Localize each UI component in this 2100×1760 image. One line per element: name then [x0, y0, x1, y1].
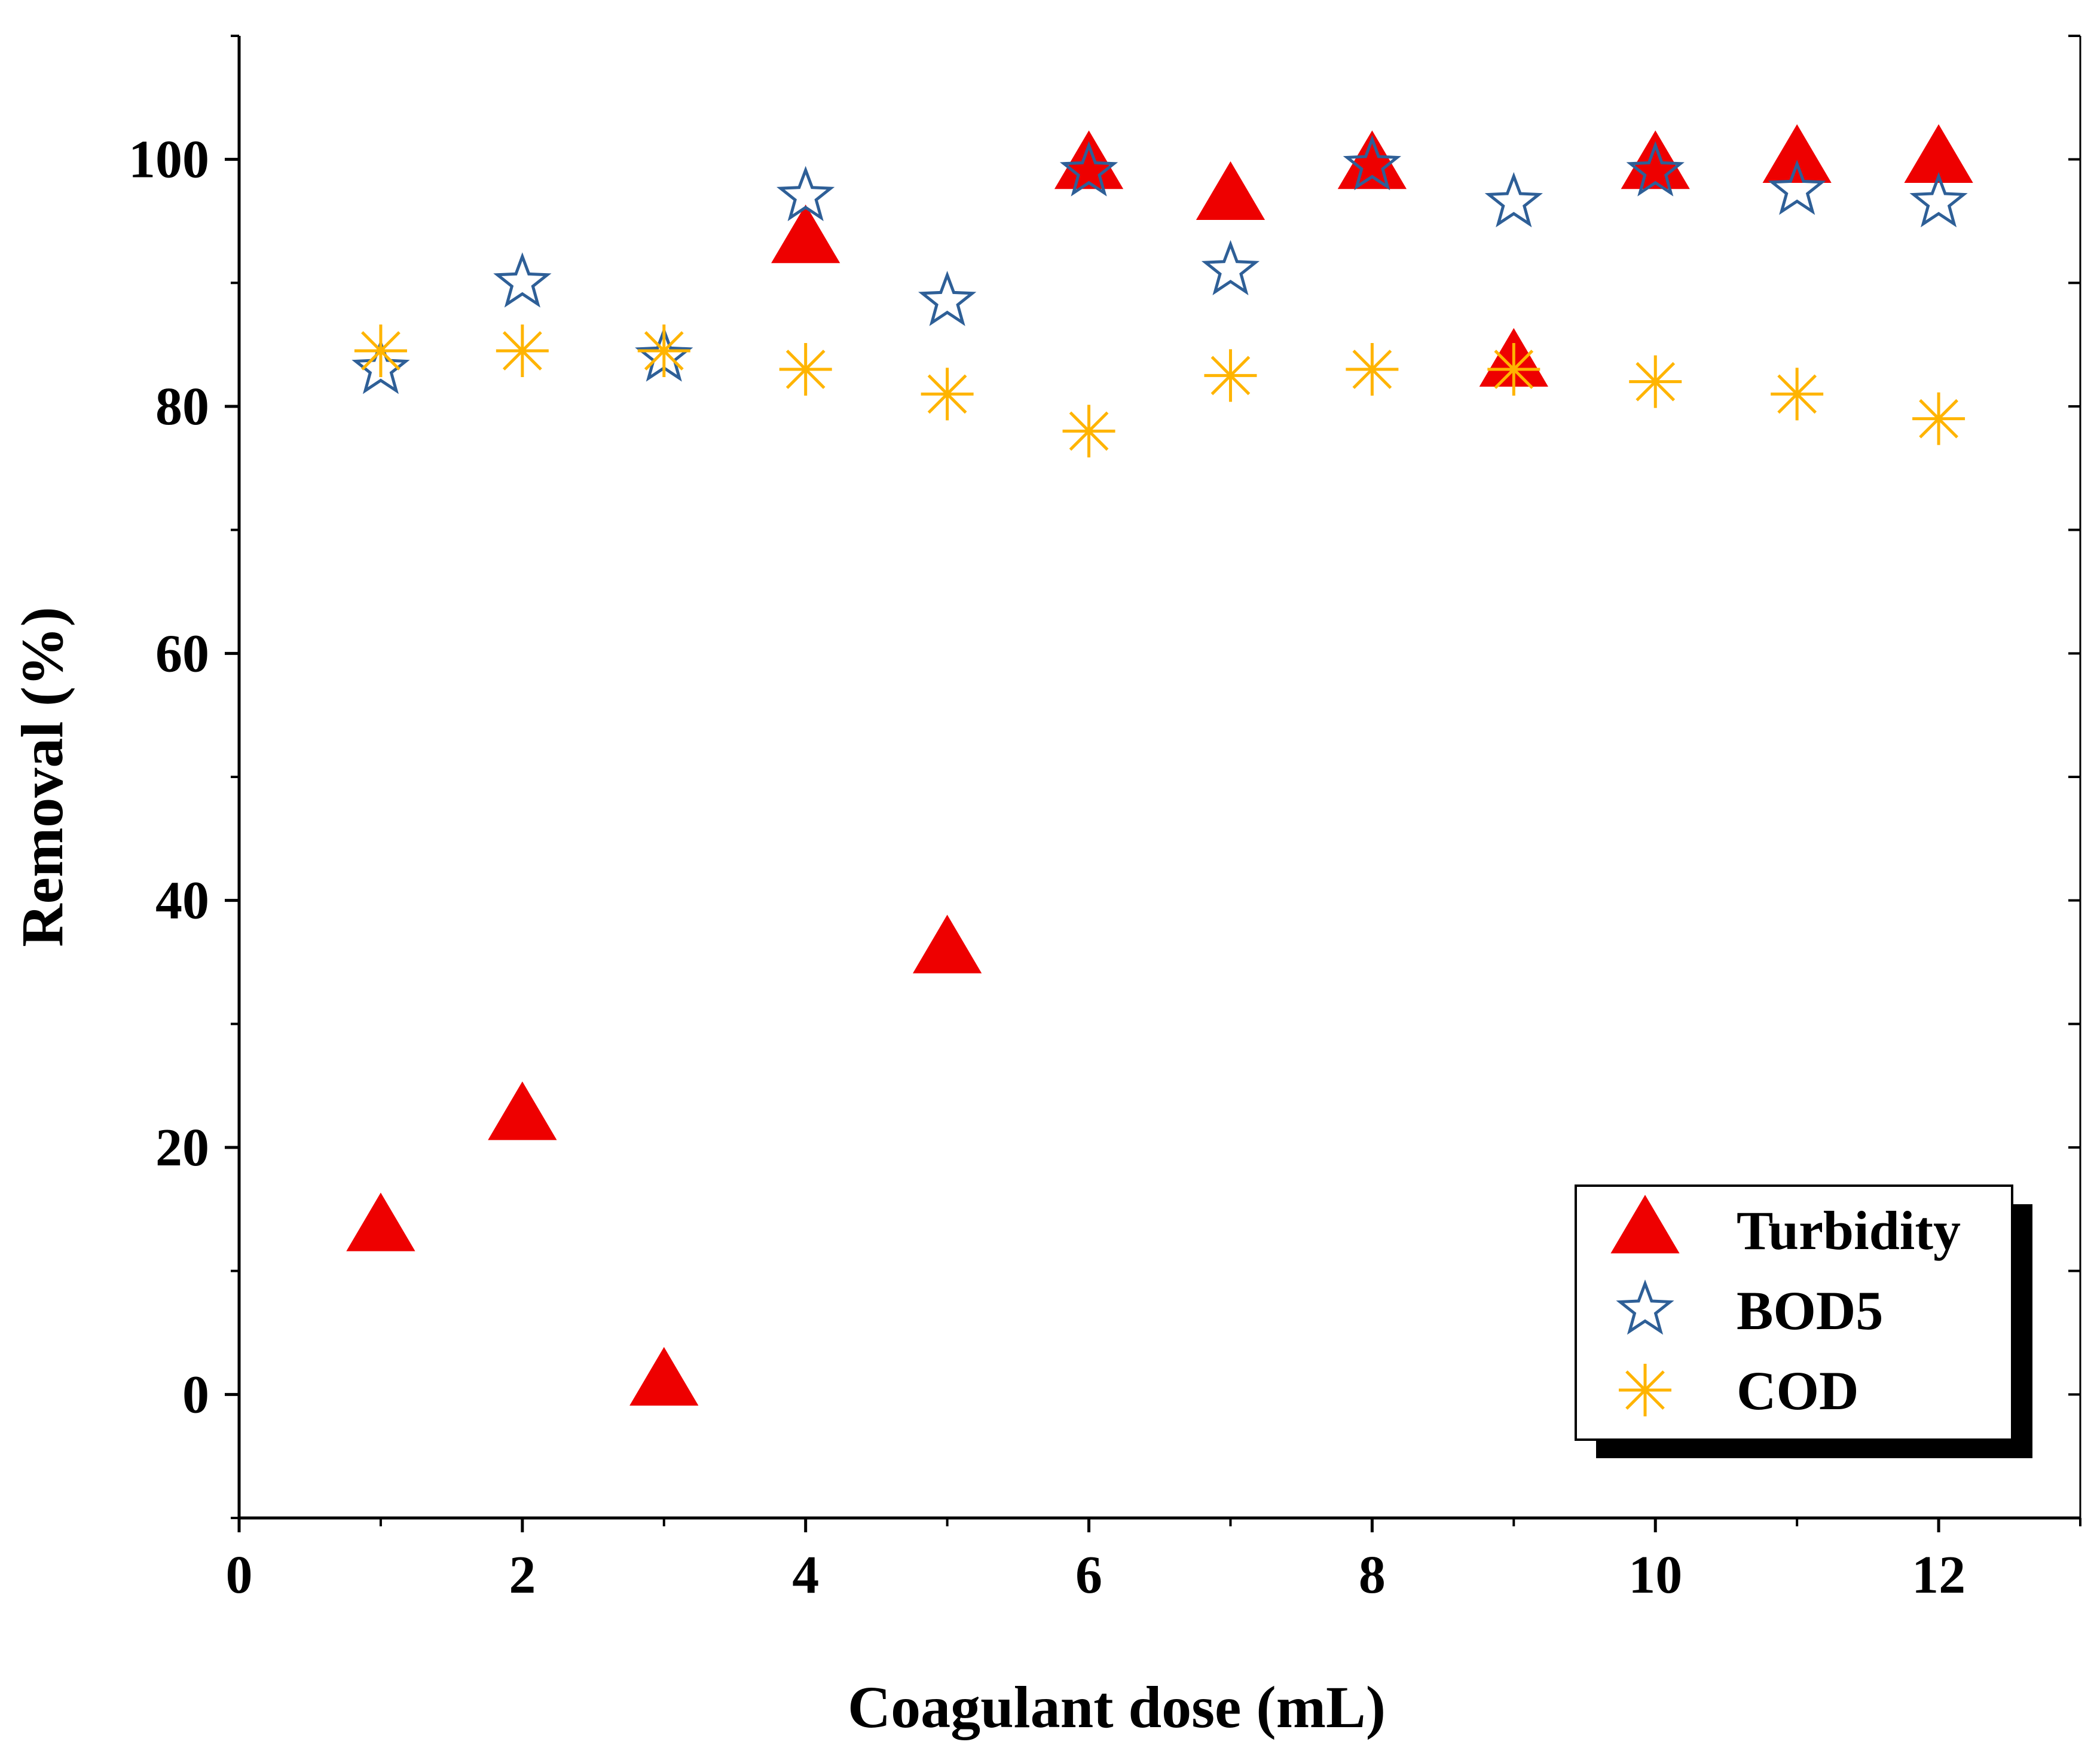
cod-point [1629, 355, 1682, 408]
x-tick-label: 2 [509, 1545, 536, 1605]
bod5-point [777, 166, 835, 222]
legend-bod5-marker [1616, 1279, 1674, 1335]
cod-point [496, 325, 549, 377]
cod-point [1912, 392, 1965, 445]
bod5-point [1626, 141, 1685, 197]
x-tick-label: 8 [1359, 1545, 1386, 1605]
turbidity-point [1762, 124, 1832, 183]
turbidity-point [1904, 124, 1973, 183]
bod5-point [1768, 160, 1826, 215]
y-tick-label: 40 [155, 871, 209, 930]
y-tick-label: 80 [155, 377, 209, 436]
y-tick-label: 20 [155, 1118, 209, 1177]
bod5-point [1201, 240, 1260, 296]
x-axis-title: Coagulant dose (mL) [848, 1674, 1386, 1740]
legend-bod5-label: BOD5 [1737, 1280, 1883, 1341]
legend-turbidity-label: Turbidity [1737, 1200, 1961, 1261]
legend-cod-marker [1619, 1364, 1671, 1416]
turbidity-point [1337, 130, 1407, 189]
legend-entries: Turbidity BOD5 COD [1610, 1195, 1961, 1421]
bod5-point [1909, 172, 1968, 228]
cod-point [1346, 343, 1399, 396]
bod5-point [493, 252, 552, 308]
bod5-point [1059, 141, 1118, 197]
bod5-point [1343, 134, 1401, 191]
data-points [346, 124, 1973, 1406]
x-tick-label: 6 [1075, 1545, 1102, 1605]
bod5-point [351, 338, 410, 394]
y-tick-label: 60 [155, 624, 209, 683]
axis-ticks [225, 35, 2081, 1532]
y-tick-label: 100 [129, 130, 209, 189]
cod-point [637, 325, 690, 377]
turbidity-point [1621, 130, 1690, 189]
turbidity-point [912, 914, 982, 974]
turbidity-point [488, 1081, 557, 1140]
x-tick-label: 4 [792, 1545, 819, 1605]
series-cod [354, 325, 1965, 458]
cod-point [1487, 343, 1540, 396]
cod-point [354, 325, 407, 377]
legend: Turbidity BOD5 COD [1575, 1184, 2032, 1458]
cod-point [1062, 405, 1115, 458]
y-axis-title: Removal (%) [9, 607, 75, 947]
x-tick-label: 12 [1912, 1545, 1965, 1605]
turbidity-point [771, 204, 840, 264]
bod5-point [918, 271, 977, 326]
y-tick-label: 0 [182, 1365, 209, 1424]
cod-point [779, 343, 832, 396]
turbidity-point [1196, 161, 1265, 220]
cod-point [1204, 349, 1257, 402]
turbidity-point [1054, 130, 1124, 189]
tick-labels: 0 20 40 60 80 100 0 2 4 6 8 10 12 [129, 130, 1965, 1605]
legend-cod-label: COD [1737, 1360, 1858, 1421]
x-tick-label: 0 [226, 1545, 253, 1605]
x-tick-label: 10 [1628, 1545, 1682, 1605]
legend-turbidity-marker [1610, 1195, 1680, 1254]
turbidity-point [629, 1346, 699, 1406]
turbidity-point [346, 1192, 415, 1251]
cod-point [1771, 368, 1824, 421]
cod-point [921, 368, 974, 421]
bod5-point [1484, 172, 1543, 228]
